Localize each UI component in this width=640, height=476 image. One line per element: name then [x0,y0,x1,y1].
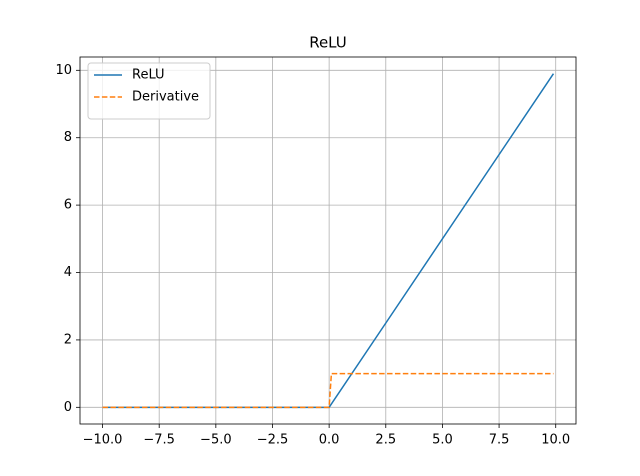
legend-box [87,62,211,120]
series-line [102,372,554,409]
plot-frame [79,56,577,425]
y-tick-label: 0 [64,400,72,415]
y-tick-label: 6 [64,198,72,213]
x-tick-label: −2.5 [257,433,289,448]
x-tick-label: 0.0 [319,433,340,448]
y-tick-label: 2 [64,332,72,347]
legend-label: ReLU [132,68,165,83]
x-tick-label: −7.5 [143,433,175,448]
x-tick-label: 10.0 [541,433,570,448]
chart-title: ReLU [309,34,347,52]
x-tick-label: 5.0 [432,433,453,448]
x-tick-label: 2.5 [375,433,396,448]
y-tick-label: 10 [55,63,72,78]
legend-label: Derivative [132,90,199,105]
x-tick-label: 7.5 [489,433,510,448]
y-tick-label: 8 [64,130,72,145]
x-tick-label: −5.0 [200,433,232,448]
y-tick-label: 4 [64,265,72,280]
x-tick-label: −10.0 [83,433,123,448]
